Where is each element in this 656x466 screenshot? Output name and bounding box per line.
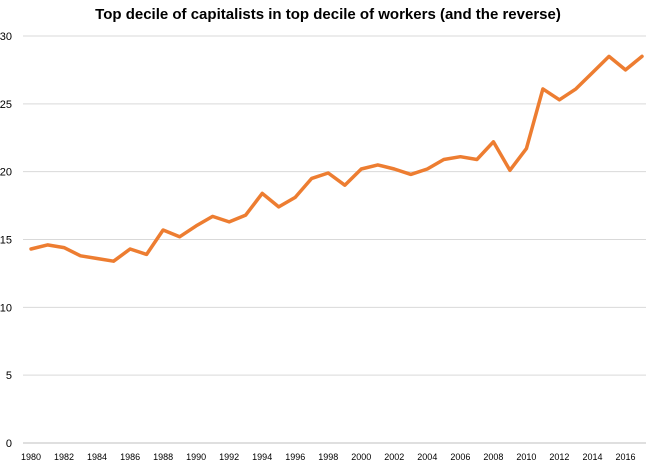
x-tick-label-1994: 1994 (252, 452, 272, 462)
series-line-1 (29, 54, 644, 263)
x-tick-label-2016: 2016 (615, 452, 635, 462)
x-tick-label-2006: 2006 (450, 452, 470, 462)
y-tick-label-15: 15 (0, 235, 12, 247)
x-tick-label-2014: 2014 (582, 452, 602, 462)
y-tick-label-10: 10 (0, 302, 12, 314)
x-tick-label-1980: 1980 (21, 452, 41, 462)
x-tick-label-2004: 2004 (417, 452, 437, 462)
x-tick-label-1992: 1992 (219, 452, 239, 462)
gridlines (23, 35, 646, 376)
x-tick-label-2010: 2010 (516, 452, 536, 462)
y-tick-label-0: 0 (6, 438, 12, 450)
y-axis-tick-labels: 0 5 10 15 20 25 30 (0, 31, 12, 450)
y-tick-label-30: 30 (0, 31, 12, 43)
series-lines (29, 54, 644, 263)
y-tick-label-5: 5 (6, 370, 12, 382)
x-tick-label-1986: 1986 (120, 452, 140, 462)
x-tick-label-1996: 1996 (285, 452, 305, 462)
x-axis-tick-labels: 1980 1982 1984 1986 1988 1990 1992 1994 1996 1998… (21, 452, 636, 462)
x-tick-label-2012: 2012 (549, 452, 569, 462)
x-tick-label-1984: 1984 (87, 452, 107, 462)
x-tick-label-1990: 1990 (186, 452, 206, 462)
x-tick-label-2002: 2002 (384, 452, 404, 462)
y-tick-label-25: 25 (0, 99, 12, 111)
x-tick-label-1998: 1998 (318, 452, 338, 462)
x-tick-label-1988: 1988 (153, 452, 173, 462)
x-tick-label-1982: 1982 (54, 452, 74, 462)
x-tick-label-2000: 2000 (351, 452, 371, 462)
chart-title: Top decile of capitalists in top decile … (95, 6, 561, 23)
x-tick-label-2008: 2008 (483, 452, 503, 462)
y-tick-label-20: 20 (0, 167, 12, 179)
